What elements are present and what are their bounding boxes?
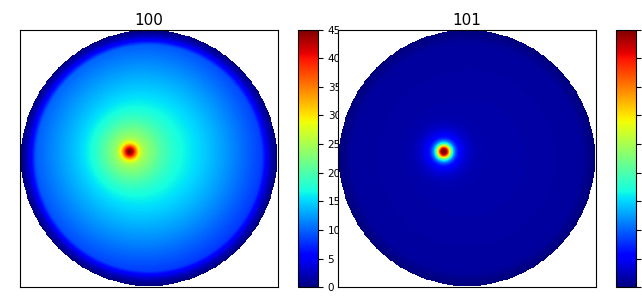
Title: 100: 100: [135, 13, 164, 28]
Title: 101: 101: [453, 13, 482, 28]
